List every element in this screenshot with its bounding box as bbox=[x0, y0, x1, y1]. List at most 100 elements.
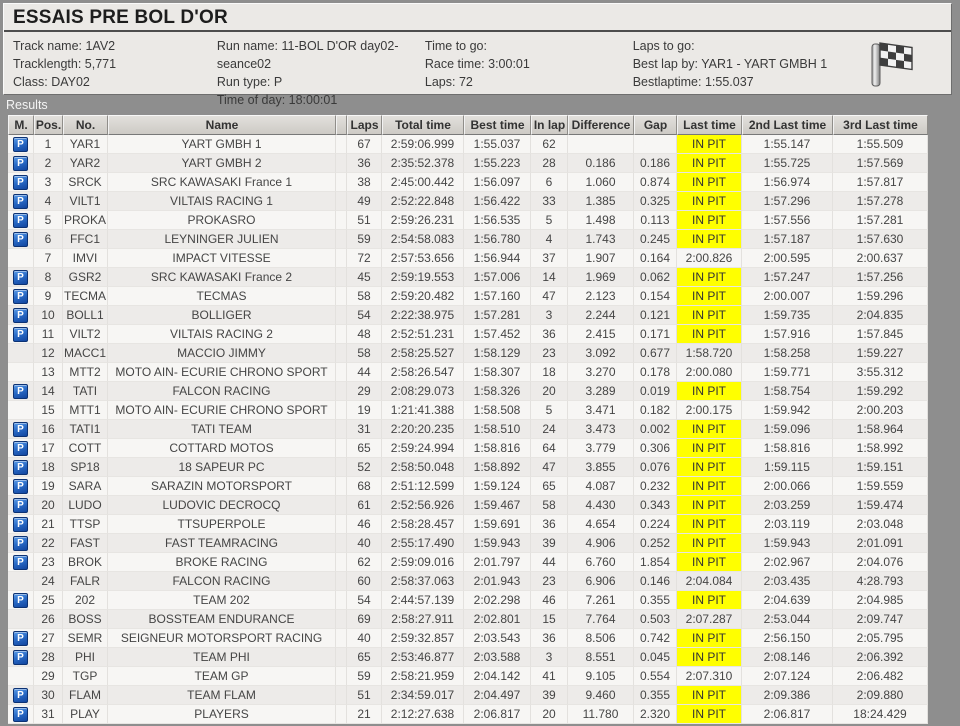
table-row[interactable]: P 30 FLAM TEAM FLAM 51 2:34:59.017 2:04.… bbox=[8, 686, 928, 705]
3rd-last-time-cell: 2:05.795 bbox=[833, 629, 928, 648]
best-time-cell: 1:55.037 bbox=[464, 135, 531, 154]
position-cell: 5 bbox=[34, 211, 63, 230]
table-row[interactable]: P 1 YAR1 YART GMBH 1 67 2:59:06.999 1:55… bbox=[8, 135, 928, 154]
table-row[interactable]: P 20 LUDO LUDOVIC DECROCQ 61 2:52:56.926… bbox=[8, 496, 928, 515]
total-time-cell: 2:57:53.656 bbox=[382, 249, 464, 268]
table-row[interactable]: P 11 VILT2 VILTAIS RACING 2 48 2:52:51.2… bbox=[8, 325, 928, 344]
table-row[interactable]: P 12 MACC1 MACCIO JIMMY 58 2:58:25.527 1… bbox=[8, 344, 928, 363]
pit-status-cell: P bbox=[8, 382, 34, 401]
info-race-time: Race time: 3:00:01 bbox=[424, 57, 530, 72]
difference-cell: 6.760 bbox=[568, 553, 634, 572]
position-cell: 8 bbox=[34, 268, 63, 287]
column-header-laps[interactable]: Laps bbox=[347, 115, 382, 135]
2nd-last-time-cell: 2:06.817 bbox=[742, 705, 833, 724]
total-time-cell: 2:12:27.638 bbox=[382, 705, 464, 724]
team-name-cell: VILTAIS RACING 1 bbox=[108, 192, 336, 211]
table-row[interactable]: P 13 MTT2 MOTO AIN- ECURIE CHRONO SPORT … bbox=[8, 363, 928, 382]
spacer-cell bbox=[336, 515, 347, 534]
column-header-3rd-last-time[interactable]: 3rd Last time bbox=[833, 115, 928, 135]
table-row[interactable]: P 18 SP18 18 SAPEUR PC 52 2:58:50.048 1:… bbox=[8, 458, 928, 477]
2nd-last-time-cell: 1:57.556 bbox=[742, 211, 833, 230]
column-header-pos[interactable]: Pos. bbox=[34, 115, 63, 135]
table-row[interactable]: P 27 SEMR SEIGNEUR MOTORSPORT RACING 40 … bbox=[8, 629, 928, 648]
table-row[interactable]: P 21 TTSP TTSUPERPOLE 46 2:58:28.457 1:5… bbox=[8, 515, 928, 534]
position-cell: 6 bbox=[34, 230, 63, 249]
table-row[interactable]: P 31 PLAY PLAYERS 21 2:12:27.638 2:06.81… bbox=[8, 705, 928, 724]
table-row[interactable]: P 19 SARA SARAZIN MOTORSPORT 68 2:51:12.… bbox=[8, 477, 928, 496]
position-cell: 20 bbox=[34, 496, 63, 515]
column-header-2nd-last-time[interactable]: 2nd Last time bbox=[742, 115, 833, 135]
pit-status-cell: P bbox=[8, 439, 34, 458]
column-header-name[interactable]: Name bbox=[108, 115, 336, 135]
best-time-cell: 1:56.944 bbox=[464, 249, 531, 268]
column-header-no[interactable]: No. bbox=[63, 115, 108, 135]
2nd-last-time-cell: 1:57.296 bbox=[742, 192, 833, 211]
2nd-last-time-cell: 1:56.974 bbox=[742, 173, 833, 192]
column-header-in-lap[interactable]: In lap bbox=[531, 115, 568, 135]
table-row[interactable]: P 8 GSR2 SRC KAWASAKI France 2 45 2:59:1… bbox=[8, 268, 928, 287]
table-row[interactable]: P 23 BROK BROKE RACING 62 2:59:09.016 2:… bbox=[8, 553, 928, 572]
best-time-cell: 1:59.467 bbox=[464, 496, 531, 515]
info-column-laps: Laps to go: Best lap by: YAR1 - YART GMB… bbox=[633, 37, 863, 110]
last-time-cell: IN PIT bbox=[677, 287, 742, 306]
column-header-m[interactable]: M. bbox=[8, 115, 34, 135]
total-time-cell: 2:53:46.877 bbox=[382, 648, 464, 667]
table-row[interactable]: P 17 COTT COTTARD MOTOS 65 2:59:24.994 1… bbox=[8, 439, 928, 458]
table-row[interactable]: P 4 VILT1 VILTAIS RACING 1 49 2:52:22.84… bbox=[8, 192, 928, 211]
table-row[interactable]: P 28 PHI TEAM PHI 65 2:53:46.877 2:03.58… bbox=[8, 648, 928, 667]
difference-cell: 1.060 bbox=[568, 173, 634, 192]
team-name-cell: BOLLIGER bbox=[108, 306, 336, 325]
column-header-best-time[interactable]: Best time bbox=[464, 115, 531, 135]
laps-cell: 65 bbox=[347, 648, 382, 667]
table-row[interactable]: P 26 BOSS BOSSTEAM ENDURANCE 69 2:58:27.… bbox=[8, 610, 928, 629]
gap-cell: 0.113 bbox=[634, 211, 677, 230]
table-row[interactable]: P 29 TGP TEAM GP 59 2:58:21.959 2:04.142… bbox=[8, 667, 928, 686]
3rd-last-time-cell: 18:24.429 bbox=[833, 705, 928, 724]
position-cell: 24 bbox=[34, 572, 63, 591]
in-lap-cell: 15 bbox=[531, 610, 568, 629]
table-row[interactable]: P 6 FFC1 LEYNINGER JULIEN 59 2:54:58.083… bbox=[8, 230, 928, 249]
laps-cell: 19 bbox=[347, 401, 382, 420]
pit-indicator-icon: P bbox=[13, 535, 28, 551]
in-lap-cell: 36 bbox=[531, 515, 568, 534]
laps-cell: 61 bbox=[347, 496, 382, 515]
difference-cell: 3.779 bbox=[568, 439, 634, 458]
total-time-cell: 2:20:20.235 bbox=[382, 420, 464, 439]
position-cell: 22 bbox=[34, 534, 63, 553]
laps-cell: 67 bbox=[347, 135, 382, 154]
pit-status-cell: P bbox=[8, 135, 34, 154]
column-header-difference[interactable]: Difference bbox=[568, 115, 634, 135]
total-time-cell: 2:59:32.857 bbox=[382, 629, 464, 648]
pit-indicator-icon: P bbox=[13, 687, 28, 703]
spacer-cell bbox=[336, 610, 347, 629]
gap-cell: 0.224 bbox=[634, 515, 677, 534]
pit-indicator-icon: P bbox=[13, 459, 28, 475]
difference-cell: 3.473 bbox=[568, 420, 634, 439]
column-header-total-time[interactable]: Total time bbox=[382, 115, 464, 135]
laps-cell: 44 bbox=[347, 363, 382, 382]
in-lap-cell: 37 bbox=[531, 249, 568, 268]
difference-cell: 2.244 bbox=[568, 306, 634, 325]
table-row[interactable]: P 10 BOLL1 BOLLIGER 54 2:22:38.975 1:57.… bbox=[8, 306, 928, 325]
table-row[interactable]: P 15 MTT1 MOTO AIN- ECURIE CHRONO SPORT … bbox=[8, 401, 928, 420]
gap-cell: 0.306 bbox=[634, 439, 677, 458]
number-cell: SARA bbox=[63, 477, 108, 496]
column-header-last-time[interactable]: Last time bbox=[677, 115, 742, 135]
table-row[interactable]: P 5 PROKA PROKASRO 51 2:59:26.231 1:56.5… bbox=[8, 211, 928, 230]
pit-indicator-icon: P bbox=[13, 269, 28, 285]
table-row[interactable]: P 16 TATI1 TATI TEAM 31 2:20:20.235 1:58… bbox=[8, 420, 928, 439]
table-row[interactable]: P 7 IMVI IMPACT VITESSE 72 2:57:53.656 1… bbox=[8, 249, 928, 268]
table-row[interactable]: P 25 202 TEAM 202 54 2:44:57.139 2:02.29… bbox=[8, 591, 928, 610]
column-header-gap[interactable]: Gap bbox=[634, 115, 677, 135]
table-row[interactable]: P 24 FALR FALCON RACING 60 2:58:37.063 2… bbox=[8, 572, 928, 591]
laps-cell: 45 bbox=[347, 268, 382, 287]
table-row[interactable]: P 22 FAST FAST TEAMRACING 40 2:55:17.490… bbox=[8, 534, 928, 553]
table-row[interactable]: P 3 SRCK SRC KAWASAKI France 1 38 2:45:0… bbox=[8, 173, 928, 192]
table-row[interactable]: P 9 TECMA TECMAS 58 2:59:20.482 1:57.160… bbox=[8, 287, 928, 306]
difference-cell: 1.969 bbox=[568, 268, 634, 287]
table-row[interactable]: P 14 TATI FALCON RACING 29 2:08:29.073 1… bbox=[8, 382, 928, 401]
spacer-cell bbox=[336, 572, 347, 591]
table-row[interactable]: P 2 YAR2 YART GMBH 2 36 2:35:52.378 1:55… bbox=[8, 154, 928, 173]
3rd-last-time-cell: 1:57.630 bbox=[833, 230, 928, 249]
laps-cell: 54 bbox=[347, 306, 382, 325]
